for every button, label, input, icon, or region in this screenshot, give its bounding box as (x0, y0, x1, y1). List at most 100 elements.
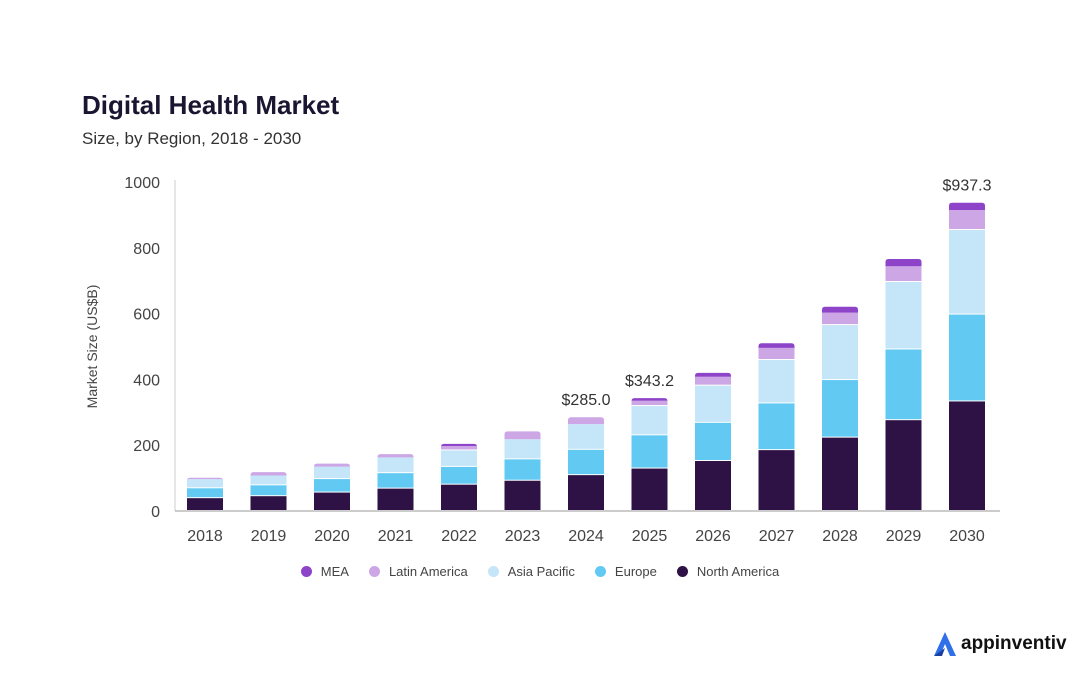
legend-label: Europe (614, 564, 657, 579)
bar-segment-europe (949, 314, 985, 401)
bar-segment-latin-america (441, 446, 477, 450)
bar-segment-mea (885, 258, 922, 267)
bar-segment-asia-pacific (441, 450, 477, 466)
legend-item: North America (676, 564, 780, 579)
bar-segment-latin-america (885, 266, 922, 282)
bar-segment-north-america (377, 488, 414, 510)
legend-label: Latin America (388, 564, 468, 579)
chart-subtitle: Size, by Region, 2018 - 2030 (82, 129, 302, 148)
x-tick-label: 2026 (695, 528, 731, 545)
x-tick-label: 2020 (314, 528, 350, 545)
legend-swatch (676, 566, 688, 577)
bar-segment-europe (250, 485, 287, 496)
bar-segment-europe (441, 466, 477, 484)
bar-segment-latin-america (504, 431, 541, 440)
bar-segment-north-america (631, 468, 668, 510)
legend-item: Europe (594, 564, 657, 579)
bar-segment-mea (631, 398, 668, 402)
legend-item: Latin America (368, 564, 468, 579)
x-tick-label: 2027 (759, 528, 795, 545)
bar-segment-north-america (758, 450, 795, 510)
y-axis-label: Market Size (US$B) (84, 285, 100, 409)
legend-item: MEA (300, 564, 349, 579)
bar-segment-asia-pacific (314, 466, 350, 479)
bar-segment-mea (758, 343, 795, 348)
bar-segment-asia-pacific (568, 424, 604, 449)
bar-segment-asia-pacific (631, 406, 668, 435)
bar-segment-latin-america (822, 312, 858, 325)
bar-segment-asia-pacific (695, 385, 731, 422)
legend-label: MEA (320, 564, 349, 579)
y-tick-label: 800 (133, 241, 160, 258)
legend-label: Asia Pacific (507, 564, 575, 579)
legend-swatch (368, 566, 380, 577)
bar-segment-europe (695, 422, 731, 460)
bar-segment-north-america (885, 420, 922, 510)
bar-segment-latin-america (250, 472, 287, 476)
bar-segment-asia-pacific (758, 359, 795, 403)
x-tick-label: 2021 (378, 528, 414, 545)
logo-icon (934, 632, 956, 656)
y-tick-label: 600 (133, 307, 160, 324)
legend: MEA Latin America Asia Pacific Europe North … (0, 564, 1080, 579)
bar-segment-latin-america (568, 417, 604, 425)
bar-segment-europe (885, 349, 922, 420)
bar-segment-asia-pacific (377, 457, 414, 473)
bar-segment-europe (631, 435, 668, 468)
y-tick-label: 200 (133, 438, 160, 455)
bar-segment-europe (187, 488, 223, 498)
bar-segment-mea (949, 202, 985, 210)
bar-segment-latin-america (631, 400, 668, 406)
bar-segment-europe (822, 380, 858, 437)
bar-segment-north-america (822, 437, 858, 510)
appinventiv-logo: appinventiv (932, 630, 1067, 658)
bar-segment-asia-pacific (822, 325, 858, 380)
data-label: $937.3 (943, 178, 992, 195)
data-label: $343.2 (625, 373, 674, 390)
bar-segment-asia-pacific (949, 230, 985, 314)
logo-text: appinventiv (961, 633, 1067, 654)
x-tick-label: 2023 (505, 528, 541, 545)
y-tick-label: 0 (151, 504, 160, 521)
bar-segment-latin-america (314, 463, 350, 467)
legend-swatch (487, 566, 499, 577)
bar-segment-mea (695, 372, 731, 377)
bar-segment-north-america (949, 401, 985, 510)
bar-segment-europe (377, 473, 414, 488)
data-label: $285.0 (562, 392, 611, 409)
bar-segment-north-america (187, 498, 223, 510)
y-tick-label: 1000 (124, 175, 160, 192)
legend-swatch (594, 566, 606, 577)
bar-segment-latin-america (695, 376, 731, 385)
bar-segment-mea (822, 306, 858, 313)
bar-segment-north-america (695, 460, 731, 510)
x-tick-label: 2030 (949, 528, 985, 545)
legend-item: Asia Pacific (487, 564, 575, 579)
bar-segment-mea (441, 443, 477, 447)
y-tick-label: 400 (133, 372, 160, 389)
legend-swatch (300, 566, 312, 577)
bar-segment-europe (504, 459, 541, 480)
bar-segment-europe (314, 479, 350, 492)
bar-segment-north-america (568, 475, 604, 510)
x-tick-label: 2029 (886, 528, 922, 545)
bar-segment-asia-pacific (250, 475, 287, 485)
x-tick-label: 2019 (251, 528, 287, 545)
bar-segment-latin-america (949, 209, 985, 230)
x-tick-label: 2024 (568, 528, 604, 545)
legend-label: North America (696, 564, 780, 579)
bar-segment-north-america (314, 492, 350, 510)
x-tick-label: 2022 (441, 528, 477, 545)
bar-segment-asia-pacific (885, 282, 922, 349)
bar-segment-latin-america (377, 454, 414, 458)
x-tick-label: 2018 (187, 528, 223, 545)
x-tick-label: 2025 (632, 528, 668, 545)
chart-title: Digital Health Market (82, 90, 340, 120)
bar-segment-asia-pacific (504, 439, 541, 459)
bar-segment-europe (568, 449, 604, 475)
bar-segment-north-america (504, 480, 541, 510)
bar-segment-north-america (250, 496, 287, 510)
bar-segment-latin-america (187, 477, 223, 481)
bar-segment-europe (758, 403, 795, 450)
